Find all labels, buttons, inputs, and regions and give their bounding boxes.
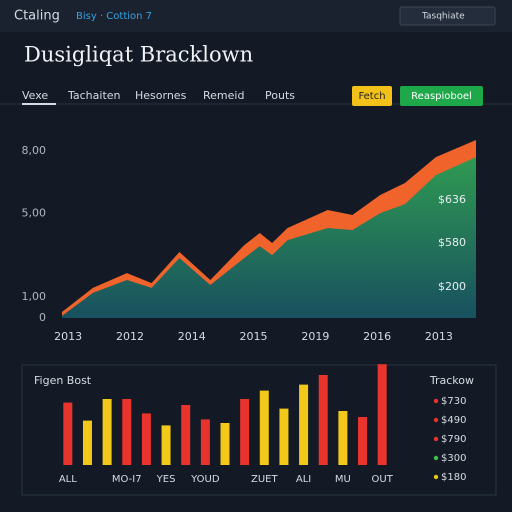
bar: [299, 384, 309, 465]
bar: [200, 419, 210, 465]
legend-dot: [433, 436, 439, 442]
x-tick-label: YES: [156, 474, 176, 485]
bar: [377, 364, 387, 465]
tab[interactable]: Hesornes: [135, 89, 187, 102]
bar-panel: [21, 364, 497, 496]
annotation: $580: [438, 236, 466, 249]
bar: [181, 405, 191, 465]
search-box[interactable]: [399, 6, 496, 26]
x-tick-label: ZUET: [251, 474, 278, 485]
bar: [63, 402, 73, 465]
bar: [220, 423, 230, 465]
tab[interactable]: Vexe: [22, 89, 48, 102]
legend-dot: [433, 474, 439, 480]
y-tick-label: 5,00: [22, 207, 47, 220]
bar: [259, 390, 269, 465]
legend-label: $490: [441, 415, 466, 426]
tab[interactable]: Remeid: [203, 89, 244, 102]
x-tick-label: 2012: [116, 330, 144, 343]
bar: [102, 399, 112, 465]
x-tick-label: 2013: [425, 330, 453, 343]
annotation: $636: [438, 193, 466, 206]
x-tick-label: ALL: [59, 474, 77, 485]
bar: [122, 399, 132, 465]
y-tick-label: 1,00: [22, 290, 47, 303]
bar: [318, 375, 328, 465]
x-tick-label: 2016: [363, 330, 391, 343]
app-name: Ctaling: [14, 9, 60, 24]
legend-label: $790: [441, 434, 466, 445]
bar: [240, 399, 250, 465]
legend-title: Trackow: [429, 374, 474, 387]
search-text[interactable]: Tasqhiate: [421, 12, 465, 22]
bar: [161, 425, 171, 465]
tab[interactable]: Pouts: [265, 89, 295, 102]
x-tick-label: MO-I7: [112, 474, 142, 485]
y-tick-label: 8,00: [22, 144, 47, 157]
chart-title: Figen Bost: [34, 374, 92, 387]
page-title: Dusigliqat Bracklown: [24, 43, 253, 67]
bar: [279, 408, 289, 465]
legend-dot: [433, 455, 439, 461]
bar: [141, 413, 151, 465]
x-tick-label: 2019: [301, 330, 329, 343]
button-label[interactable]: Reaspioboel: [411, 91, 472, 102]
legend-dot: [433, 398, 439, 404]
button[interactable]: [352, 86, 392, 106]
legend-label: $300: [441, 453, 466, 464]
y-tick-label: 0: [39, 311, 46, 324]
tab[interactable]: Tachaiten: [67, 89, 121, 102]
legend-dot: [433, 417, 439, 423]
status: Bisy · Cottion 7: [76, 11, 152, 22]
bar: [358, 417, 368, 465]
legend-label: $180: [441, 472, 466, 483]
x-tick-label: YOUD: [190, 474, 220, 485]
annotation: $200: [438, 280, 466, 293]
x-tick-label: 2013: [54, 330, 82, 343]
x-tick-label: OUT: [372, 474, 394, 485]
button[interactable]: [400, 86, 483, 106]
x-tick-label: MU: [335, 474, 351, 485]
area: [62, 157, 476, 318]
legend-label: $730: [441, 396, 466, 407]
button-label[interactable]: Fetch: [358, 91, 385, 102]
x-tick-label: ALI: [296, 474, 311, 485]
bar: [82, 420, 92, 465]
x-tick-label: 2015: [240, 330, 268, 343]
bar: [338, 411, 348, 465]
x-tick-label: 2014: [178, 330, 206, 343]
